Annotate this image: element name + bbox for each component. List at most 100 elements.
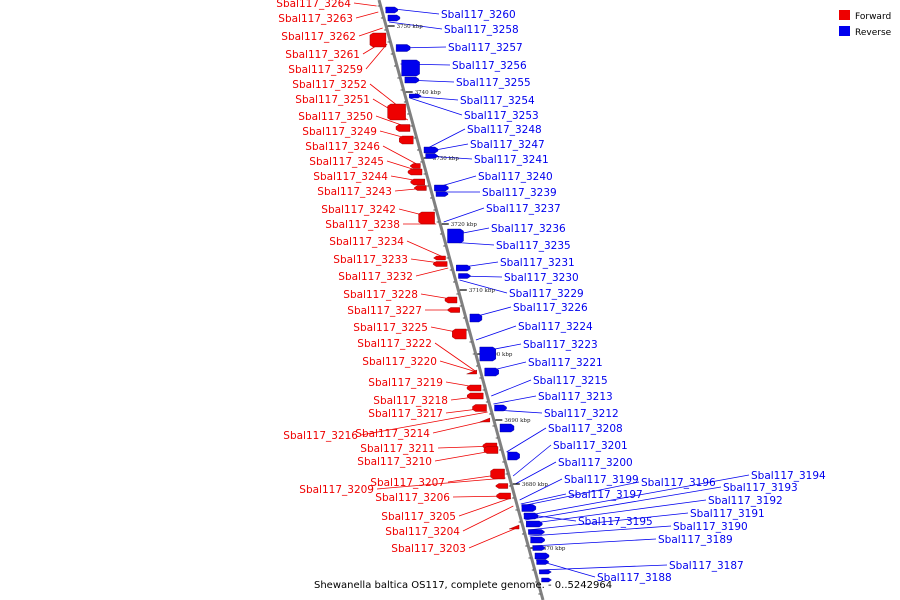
gene-label-forward[interactable]: Sbal117_3244 xyxy=(313,171,388,183)
gene-label-reverse[interactable]: Sbal117_3190 xyxy=(673,521,748,533)
gene-label-forward[interactable]: Sbal117_3228 xyxy=(343,289,418,301)
gene-label-reverse[interactable]: Sbal117_3240 xyxy=(478,171,553,183)
reverse-gene-feature[interactable] xyxy=(447,228,464,244)
gene-label-forward[interactable]: Sbal117_3263 xyxy=(278,13,353,25)
gene-label-forward[interactable]: Sbal117_3234 xyxy=(329,236,404,248)
gene-label-forward[interactable]: Sbal117_3264 xyxy=(276,0,351,10)
gene-label-forward[interactable]: Sbal117_3233 xyxy=(333,254,408,266)
gene-label-reverse[interactable]: Sbal117_3192 xyxy=(708,495,783,507)
reverse-gene-feature[interactable] xyxy=(532,545,545,551)
gene-label-reverse[interactable]: Sbal117_3189 xyxy=(658,534,733,546)
gene-label-reverse[interactable]: Sbal117_3215 xyxy=(533,375,608,387)
gene-label-reverse[interactable]: Sbal117_3230 xyxy=(504,272,579,284)
gene-label-forward[interactable]: Sbal117_3259 xyxy=(288,64,363,76)
gene-label-reverse[interactable]: Sbal117_3196 xyxy=(641,477,716,489)
reverse-gene-feature[interactable] xyxy=(507,451,520,461)
gene-label-forward[interactable]: Sbal117_3242 xyxy=(321,204,396,216)
reverse-gene-feature[interactable] xyxy=(385,6,398,14)
gene-label-reverse[interactable]: Sbal117_3260 xyxy=(441,9,516,21)
gene-label-reverse[interactable]: Sbal117_3188 xyxy=(597,572,672,584)
reverse-gene-feature[interactable] xyxy=(395,44,411,52)
gene-label-forward[interactable]: Sbal117_3209 xyxy=(299,484,374,496)
gene-label-reverse[interactable]: Sbal117_3213 xyxy=(538,391,613,403)
forward-gene-feature[interactable] xyxy=(495,483,509,489)
reverse-gene-feature[interactable] xyxy=(458,273,471,279)
gene-label-forward[interactable]: Sbal117_3243 xyxy=(317,186,392,198)
gene-label-forward[interactable]: Sbal117_3203 xyxy=(391,543,466,555)
gene-label-reverse[interactable]: Sbal117_3258 xyxy=(444,24,519,36)
forward-gene-feature[interactable] xyxy=(479,417,490,423)
forward-gene-feature[interactable] xyxy=(490,468,505,480)
forward-gene-feature[interactable] xyxy=(410,178,425,186)
reverse-gene-feature[interactable] xyxy=(404,76,420,84)
forward-gene-feature[interactable] xyxy=(395,124,411,132)
forward-gene-feature[interactable] xyxy=(410,163,421,169)
reverse-gene-feature[interactable] xyxy=(409,93,422,99)
gene-label-forward[interactable]: Sbal117_3245 xyxy=(309,156,384,168)
gene-label-forward[interactable]: Sbal117_3204 xyxy=(385,526,460,538)
gene-label-forward[interactable]: Sbal117_3220 xyxy=(362,356,437,368)
forward-gene-feature[interactable] xyxy=(369,32,387,48)
forward-gene-feature[interactable] xyxy=(407,168,423,176)
reverse-gene-feature[interactable] xyxy=(435,191,449,197)
reverse-gene-feature[interactable] xyxy=(456,264,471,272)
gene-label-reverse[interactable]: Sbal117_3235 xyxy=(496,240,571,252)
reverse-gene-feature[interactable] xyxy=(425,153,438,159)
reverse-gene-feature[interactable] xyxy=(469,313,483,323)
reverse-gene-feature[interactable] xyxy=(499,423,515,433)
forward-gene-feature[interactable] xyxy=(472,404,487,412)
gene-label-reverse[interactable]: Sbal117_3231 xyxy=(500,257,575,269)
gene-label-reverse[interactable]: Sbal117_3208 xyxy=(548,423,623,435)
reverse-gene-feature[interactable] xyxy=(523,512,539,520)
gene-label-reverse[interactable]: Sbal117_3221 xyxy=(528,357,603,369)
forward-gene-feature[interactable] xyxy=(418,211,435,225)
reverse-gene-feature[interactable] xyxy=(521,504,537,512)
gene-label-reverse[interactable]: Sbal117_3256 xyxy=(452,60,527,72)
gene-label-reverse[interactable]: Sbal117_3193 xyxy=(723,482,798,494)
gene-label-reverse[interactable]: Sbal117_3195 xyxy=(578,516,653,528)
gene-label-forward[interactable]: Sbal117_3207 xyxy=(370,477,445,489)
reverse-gene-feature[interactable] xyxy=(387,14,401,22)
gene-label-forward[interactable]: Sbal117_3210 xyxy=(357,456,432,468)
gene-label-forward[interactable]: Sbal117_3262 xyxy=(281,31,356,43)
reverse-gene-feature[interactable] xyxy=(534,552,550,560)
reverse-gene-feature[interactable] xyxy=(541,577,552,583)
reverse-gene-feature[interactable] xyxy=(536,559,549,565)
gene-label-forward[interactable]: Sbal117_3222 xyxy=(357,338,432,350)
reverse-gene-feature[interactable] xyxy=(434,184,449,192)
gene-label-reverse[interactable]: Sbal117_3224 xyxy=(518,321,593,333)
gene-label-reverse[interactable]: Sbal117_3239 xyxy=(482,187,557,199)
gene-label-reverse[interactable]: Sbal117_3247 xyxy=(470,139,545,151)
gene-label-forward[interactable]: Sbal117_3232 xyxy=(338,271,413,283)
reverse-gene-feature[interactable] xyxy=(479,346,496,362)
forward-gene-feature[interactable] xyxy=(387,103,406,121)
gene-label-forward[interactable]: Sbal117_3217 xyxy=(368,408,443,420)
reverse-gene-feature[interactable] xyxy=(530,536,545,544)
gene-label-reverse[interactable]: Sbal117_3236 xyxy=(491,223,566,235)
gene-label-forward[interactable]: Sbal117_3246 xyxy=(305,141,380,153)
forward-gene-feature[interactable] xyxy=(466,369,477,375)
gene-label-reverse[interactable]: Sbal117_3241 xyxy=(474,154,549,166)
forward-gene-feature[interactable] xyxy=(483,446,499,454)
reverse-gene-feature[interactable] xyxy=(539,569,552,575)
reverse-gene-feature[interactable] xyxy=(484,367,499,377)
gene-label-reverse[interactable]: Sbal117_3257 xyxy=(448,42,523,54)
gene-label-reverse[interactable]: Sbal117_3229 xyxy=(509,288,584,300)
gene-label-reverse[interactable]: Sbal117_3201 xyxy=(553,440,628,452)
gene-label-forward[interactable]: Sbal117_3252 xyxy=(292,79,367,91)
gene-label-reverse[interactable]: Sbal117_3254 xyxy=(460,95,535,107)
gene-label-forward[interactable]: Sbal117_3219 xyxy=(368,377,443,389)
gene-label-forward[interactable]: Sbal117_3261 xyxy=(285,49,360,61)
gene-label-forward[interactable]: Sbal117_3227 xyxy=(347,305,422,317)
gene-label-reverse[interactable]: Sbal117_3191 xyxy=(690,508,765,520)
gene-label-reverse[interactable]: Sbal117_3187 xyxy=(669,560,744,572)
gene-label-reverse[interactable]: Sbal117_3212 xyxy=(544,408,619,420)
gene-label-forward[interactable]: Sbal117_3225 xyxy=(353,322,428,334)
reverse-gene-feature[interactable] xyxy=(494,404,507,412)
forward-gene-feature[interactable] xyxy=(444,296,458,304)
forward-gene-feature[interactable] xyxy=(414,185,427,191)
gene-label-forward[interactable]: Sbal117_3211 xyxy=(360,443,435,455)
gene-label-forward[interactable]: Sbal117_3214 xyxy=(355,428,430,440)
gene-label-reverse[interactable]: Sbal117_3223 xyxy=(523,339,598,351)
gene-label-forward[interactable]: Sbal117_3250 xyxy=(298,111,373,123)
